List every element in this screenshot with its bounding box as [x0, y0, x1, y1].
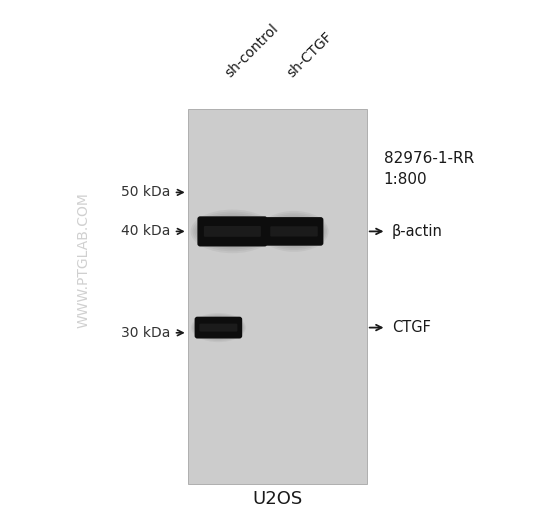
Ellipse shape	[266, 218, 322, 245]
Text: CTGF: CTGF	[392, 320, 431, 335]
FancyBboxPatch shape	[195, 317, 242, 339]
Ellipse shape	[263, 214, 325, 249]
Ellipse shape	[194, 213, 270, 250]
Ellipse shape	[195, 317, 242, 339]
Bar	[188, 109, 367, 484]
Ellipse shape	[193, 314, 244, 341]
Ellipse shape	[190, 210, 274, 253]
Text: β-actin: β-actin	[392, 224, 443, 239]
Ellipse shape	[196, 318, 241, 337]
Ellipse shape	[193, 212, 272, 251]
Text: sh-control: sh-control	[222, 22, 281, 81]
Text: 50 kDa: 50 kDa	[122, 186, 171, 199]
FancyBboxPatch shape	[204, 226, 261, 237]
FancyBboxPatch shape	[270, 226, 318, 237]
Text: 30 kDa: 30 kDa	[122, 326, 171, 340]
Text: 82976-1-RR: 82976-1-RR	[384, 151, 474, 166]
FancyBboxPatch shape	[199, 323, 237, 332]
Ellipse shape	[259, 211, 329, 252]
Ellipse shape	[198, 217, 267, 246]
FancyBboxPatch shape	[265, 217, 324, 245]
Ellipse shape	[261, 213, 327, 250]
Ellipse shape	[191, 313, 246, 342]
Text: U2OS: U2OS	[252, 490, 302, 508]
Text: 40 kDa: 40 kDa	[122, 225, 171, 238]
Text: 1:800: 1:800	[384, 172, 427, 187]
Ellipse shape	[264, 216, 324, 246]
Ellipse shape	[194, 316, 243, 340]
Text: sh-CTGF: sh-CTGF	[284, 30, 335, 81]
Ellipse shape	[197, 215, 268, 248]
FancyBboxPatch shape	[197, 216, 267, 246]
Text: WWW.PTGLAB.COM: WWW.PTGLAB.COM	[77, 192, 91, 328]
